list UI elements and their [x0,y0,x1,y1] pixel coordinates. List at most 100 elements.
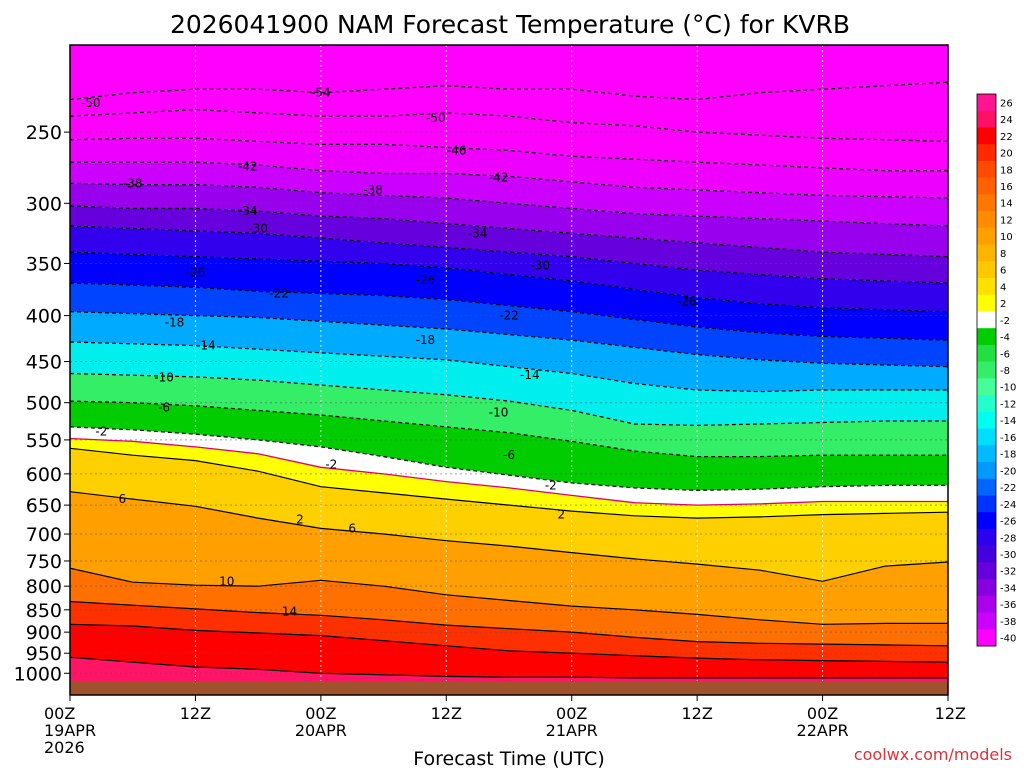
colorbar-swatch [977,211,996,229]
colorbar-label: -16 [1000,433,1016,444]
isotherm-line [70,567,948,625]
time-tick-label: 20APR [295,721,347,740]
time-tick-label: 19APR [44,721,96,740]
isotherm-label: -6 [503,448,515,462]
colorbar-swatch [977,144,996,162]
colorbar-swatch [977,629,996,647]
colorbar-label: -8 [1000,366,1010,377]
isotherm-label: 6 [118,492,126,506]
temperature-band [70,226,948,312]
pressure-tick-label: 450 [26,352,62,374]
colorbar-label: 20 [1000,149,1013,160]
temperature-band [70,252,948,341]
colorbar-label: -32 [1000,567,1016,578]
isotherm-label: -22 [269,286,289,300]
temperature-band [70,426,948,506]
colorbar-swatch [977,562,996,580]
colorbar-label: 10 [1000,232,1013,243]
chart-title: 2026041900 NAM Forecast Temperature (°C)… [170,10,850,39]
pressure-tick-label: 250 [26,122,62,144]
colorbar-swatch [977,227,996,246]
pressure-tick-label: 600 [26,464,62,486]
time-tick-label: 2026 [44,738,85,757]
temperature-band [70,138,948,198]
colorbar-swatch [977,244,996,262]
time-tick-label: 12Z [681,704,712,723]
isotherm-label: -34 [238,204,258,218]
pressure-tick-label: 400 [26,306,62,328]
colorbar-swatch [977,579,996,597]
pressure-tick-label: 700 [26,524,62,546]
colorbar-label: 6 [1000,266,1006,277]
temperature-band [70,109,948,171]
colorbar-label: 24 [1000,115,1013,126]
time-tick-label: 00Z [556,704,587,723]
isotherm-label: 6 [348,521,356,535]
colorbar-swatch [977,528,996,547]
colorbar-swatch [977,395,996,413]
isotherm-label: -26 [186,265,206,279]
colorbar-swatch [977,462,996,480]
temperature-band [70,45,948,100]
colorbar-swatch [977,612,996,630]
temperature-band [70,311,948,392]
isotherm-label: -34 [468,226,488,240]
colorbar-frame [976,93,997,647]
isotherm-label: -30 [248,221,268,235]
colorbar-label: 12 [1000,215,1013,226]
time-tick-label: 12Z [935,704,966,723]
isotherm-line [70,600,948,647]
temperature-band [70,82,948,142]
isotherm-label: -50 [81,96,101,110]
colorbar-label: -22 [1000,483,1016,494]
colorbar-swatch [977,311,996,329]
plot-frame [69,44,949,696]
colorbar-label: -14 [1000,416,1016,427]
colorbar-label: -24 [1000,500,1016,511]
colorbar-label: -30 [1000,550,1016,561]
temperature-band [70,657,948,681]
isotherm-label: -10 [154,371,174,385]
temperature-band [70,448,948,582]
pressure-tick-label: 1000 [14,663,62,685]
credit-text: coolwx.com/models [854,745,1012,764]
isotherm-lines [70,81,948,679]
colorbar-label: 22 [1000,132,1013,143]
isotherm-line [70,491,948,582]
ground-strip [70,681,948,695]
isotherm-label: -30 [531,259,551,273]
colorbar-swatch [977,428,996,446]
isotherm-line [70,623,948,663]
isotherm-label: -46 [447,143,467,157]
isotherm-label: -10 [489,406,509,420]
colorbar-label: -34 [1000,583,1016,594]
colorbar-label: 4 [1000,282,1006,293]
colorbar-swatch [977,378,996,396]
isotherm-label: -42 [489,171,509,185]
pressure-axis: 2503003504004505005506006507007508008509… [14,122,70,685]
isotherm-label: -2 [325,458,337,472]
colorbar-swatch [977,110,996,128]
pressure-tick-label: 500 [26,393,62,415]
x-axis-title: Forecast Time (UTC) [413,748,604,768]
colorbar-swatch [977,127,996,145]
temperature-band [70,162,948,226]
colorbar-swatch [977,328,996,346]
pressure-tick-label: 800 [26,576,62,598]
isotherm-label: 2 [296,512,304,526]
colorbar-label: 8 [1000,249,1006,260]
temperature-band [70,491,948,625]
colorbar-label: 2 [1000,299,1006,310]
colorbar-label: -36 [1000,600,1016,611]
isotherm-label: -50 [426,111,446,125]
isotherm-line [70,426,948,492]
pressure-tick-label: 300 [26,193,62,215]
colorbar-swatch [977,344,996,363]
isotherm-label: -14 [520,368,540,382]
isotherm-label: -26 [677,295,697,309]
pressure-tick-label: 550 [26,430,62,452]
temperature-band [70,342,948,426]
colorbar-swatch [977,278,996,296]
